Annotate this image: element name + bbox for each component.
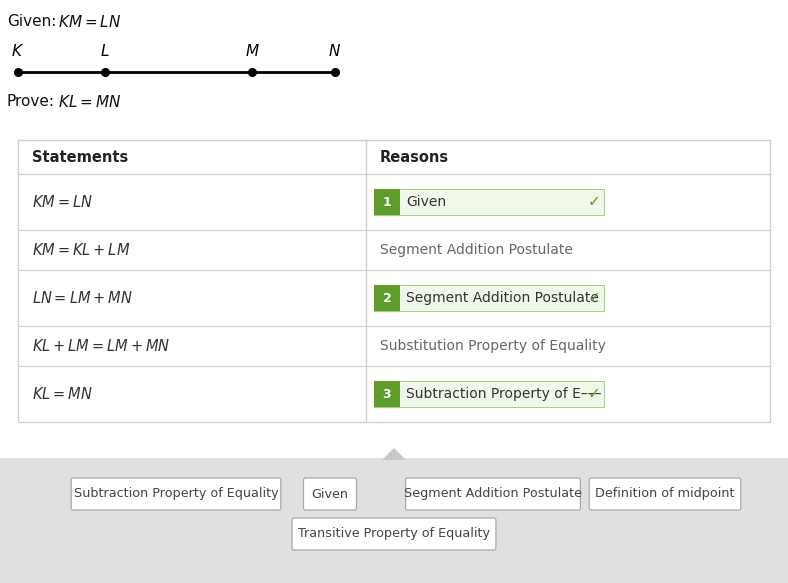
FancyBboxPatch shape — [303, 478, 356, 510]
FancyBboxPatch shape — [0, 458, 788, 583]
Text: Statements: Statements — [32, 149, 128, 164]
Text: 2: 2 — [383, 292, 392, 304]
Text: 1: 1 — [383, 195, 392, 209]
Text: 3: 3 — [383, 388, 392, 401]
Text: $\mathit{KL } + \mathit{ LM } = \mathit{ LM } + \mathit{ MN}$: $\mathit{KL } + \mathit{ LM } = \mathit{… — [32, 338, 170, 354]
Text: $\mathit{LN } = \mathit{ LM } + \mathit{ MN}$: $\mathit{LN } = \mathit{ LM } + \mathit{… — [32, 290, 133, 306]
FancyBboxPatch shape — [374, 381, 604, 407]
Text: $\bf{\it{M}}$: $\bf{\it{M}}$ — [244, 43, 259, 59]
FancyBboxPatch shape — [71, 478, 281, 510]
Text: ✓: ✓ — [587, 290, 600, 305]
Text: Subtraction Property of E–––: Subtraction Property of E––– — [406, 387, 601, 401]
FancyBboxPatch shape — [374, 189, 604, 215]
FancyBboxPatch shape — [374, 285, 400, 311]
Text: $\bf{\it{K}}$: $\bf{\it{K}}$ — [12, 43, 24, 59]
Text: Segment Addition Postulate: Segment Addition Postulate — [404, 487, 582, 500]
Text: Given:: Given: — [7, 14, 57, 29]
Text: ✓: ✓ — [587, 195, 600, 209]
Text: Prove:: Prove: — [7, 94, 55, 109]
Text: $\mathit{KL } = \mathit{ MN}$: $\mathit{KL } = \mathit{ MN}$ — [32, 386, 93, 402]
Text: Transitive Property of Equality: Transitive Property of Equality — [298, 528, 490, 540]
Text: Segment Addition Postulate: Segment Addition Postulate — [380, 243, 573, 257]
FancyBboxPatch shape — [0, 0, 788, 458]
Text: $\mathit{KM } = \mathit{ LN}$: $\mathit{KM } = \mathit{ LN}$ — [32, 194, 93, 210]
Text: $\bf{\it{L}}$: $\bf{\it{L}}$ — [100, 43, 110, 59]
Text: $\it{KL} = \it{MN}$: $\it{KL} = \it{MN}$ — [58, 94, 121, 110]
FancyBboxPatch shape — [374, 189, 400, 215]
Text: Substitution Property of Equality: Substitution Property of Equality — [380, 339, 606, 353]
Text: $\mathit{KM } = \mathit{ KL } + \mathit{ LM}$: $\mathit{KM } = \mathit{ KL } + \mathit{… — [32, 242, 130, 258]
FancyBboxPatch shape — [18, 140, 770, 422]
FancyBboxPatch shape — [374, 381, 400, 407]
FancyBboxPatch shape — [406, 478, 581, 510]
Text: Given: Given — [406, 195, 446, 209]
Polygon shape — [382, 448, 406, 460]
FancyBboxPatch shape — [589, 478, 741, 510]
Text: Definition of midpoint: Definition of midpoint — [595, 487, 734, 500]
Text: Reasons: Reasons — [380, 149, 449, 164]
Text: $\bf{\it{N}}$: $\bf{\it{N}}$ — [329, 43, 341, 59]
FancyBboxPatch shape — [292, 518, 496, 550]
Text: Subtraction Property of Equality: Subtraction Property of Equality — [74, 487, 278, 500]
Text: ✓: ✓ — [587, 387, 600, 402]
Text: Segment Addition Postulate: Segment Addition Postulate — [406, 291, 599, 305]
Text: $\it{KM} = \it{LN}$: $\it{KM} = \it{LN}$ — [58, 14, 121, 30]
Text: Given: Given — [311, 487, 348, 500]
FancyBboxPatch shape — [374, 285, 604, 311]
